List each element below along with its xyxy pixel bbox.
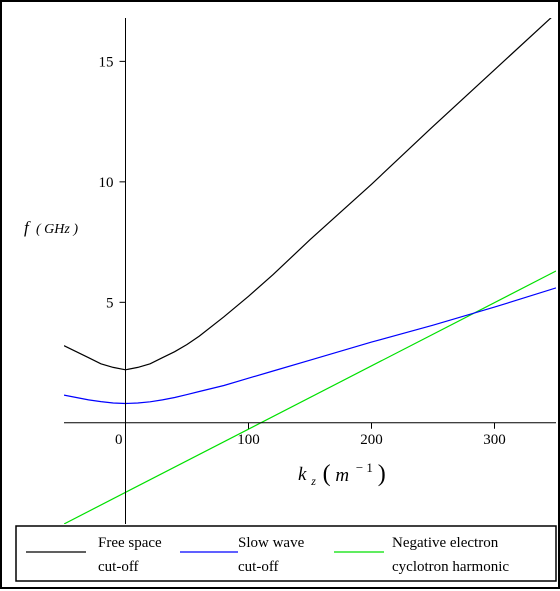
x-tick-label: 100 [237,432,260,448]
legend-label-slow-wave: Slow wave cut-off [238,535,308,575]
legend-label-cyclotron-line-1: Negative electron [392,535,499,551]
legend-label-free-space-line-1: Free space [98,535,162,551]
slow-wave-cutoff-curve [64,287,556,405]
legend-label-slow-wave-line-1: Slow wave [238,535,305,551]
x-axis-label-unit-base: m [335,465,349,486]
x-axis-label: k z ( m − 1 ) [298,456,386,490]
x-axis-label-unit-exp: − 1 [356,460,373,475]
x-tick-label: 0 [115,432,123,448]
axis-ticks: 0 100 200 300 5 10 15 [99,54,506,447]
y-tick-label: 5 [106,295,114,311]
legend-label-cyclotron: Negative electron cyclotron harmonic [392,535,509,575]
x-axis-label-sub: z [310,474,316,488]
y-tick-label: 15 [99,54,114,70]
legend-label-free-space-line-2: cut-off [98,559,139,575]
x-tick-label: 300 [483,432,506,448]
x-axis-label-open: ( [323,461,331,487]
x-tick-label: 200 [360,432,383,448]
y-axis-label-main: f [24,218,31,237]
x-axis-label-close: ) [378,461,386,487]
y-axis-label-unit: ( GHz ) [36,222,78,237]
legend-box [15,525,557,582]
legend-label-free-space: Free space cut-off [98,535,165,575]
axes [64,18,556,524]
legend: Free space cut-off Slow wave cut-off Neg… [15,525,557,582]
legend-label-cyclotron-line-2: cyclotron harmonic [392,559,509,575]
plot-curves [64,18,556,524]
legend-label-slow-wave-line-2: cut-off [238,559,279,575]
cyclotron-harmonic-line [64,270,556,524]
x-axis-label-main: k [298,464,307,485]
y-tick-label: 10 [99,175,114,191]
y-axis-label: f ( GHz ) [24,218,78,237]
free-space-cutoff-curve [64,18,552,371]
